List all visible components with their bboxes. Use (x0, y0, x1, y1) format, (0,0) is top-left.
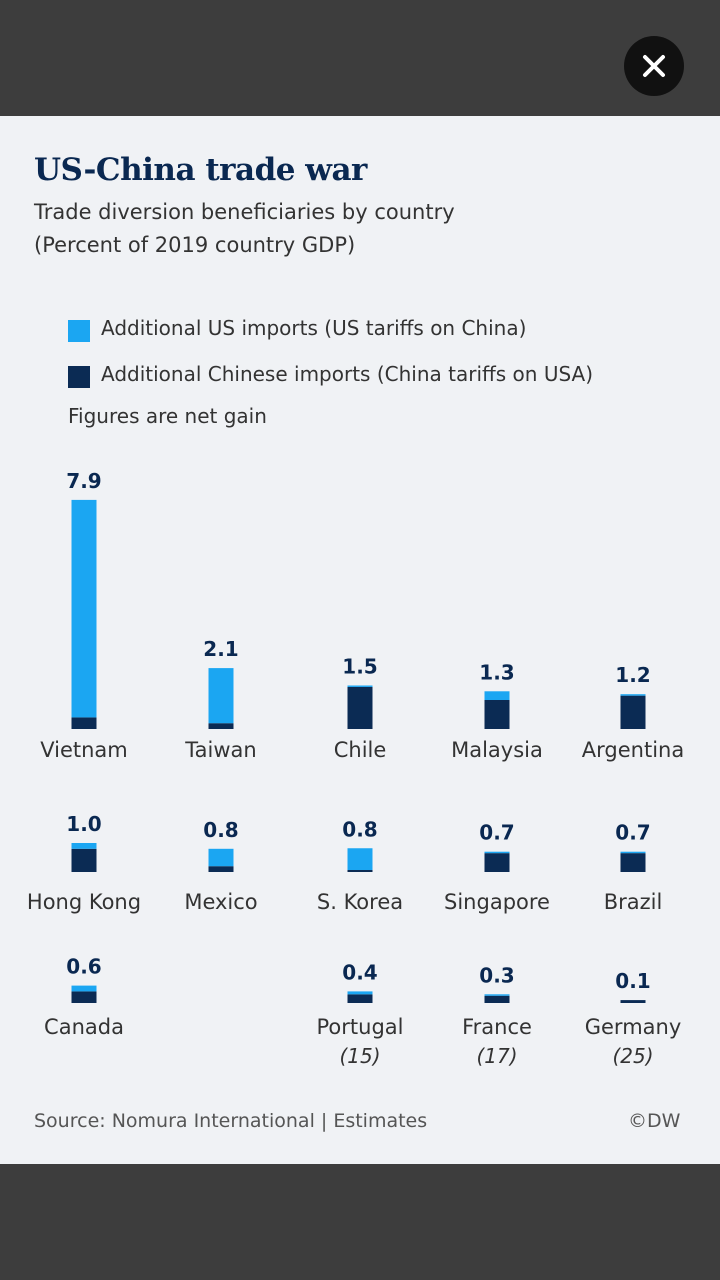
value-label-germany: 0.1 (615, 969, 650, 993)
bar-china-chile (347, 686, 373, 729)
source-note: Source: Nomura International | Estimates (34, 1110, 428, 1132)
value-label-portugal: 0.4 (342, 960, 377, 984)
value-label-singapore: 0.7 (479, 821, 514, 845)
bar-china-argentina (620, 695, 646, 729)
chart-subtitle: Trade diversion beneficiaries by country… (34, 196, 455, 262)
chart-card: US-China trade war Trade diversion benef… (0, 116, 720, 1164)
bar-us-france (484, 994, 510, 996)
category-label-brazil: Brazil (604, 890, 663, 914)
value-label-vietnam: 7.9 (66, 469, 101, 493)
chart-plot: 7.9 Vietnam 2.1 Taiwan 1.5 Chile 1.3 Malaysia 1.… (27, 469, 684, 1068)
category-label-singapore: Singapore (444, 890, 550, 914)
value-label-s-korea: 0.8 (342, 817, 377, 841)
rank-label-germany: (25) (612, 1044, 653, 1068)
category-label-mexico: Mexico (184, 890, 257, 914)
bar-china-hong-kong (71, 848, 97, 872)
category-label-hong-kong: Hong Kong (27, 890, 141, 914)
subtitle-line-2: (Percent of 2019 country GDP) (34, 233, 356, 257)
bottom-bar (0, 1164, 720, 1280)
rank-label-france: (17) (476, 1044, 517, 1068)
bar-us-argentina (620, 694, 646, 696)
bar-china-germany (620, 1000, 646, 1003)
category-label-chile: Chile (334, 738, 387, 762)
close-icon (643, 55, 665, 77)
category-label-s-korea: S. Korea (317, 890, 403, 914)
bar-us-s-korea (347, 848, 373, 870)
legend-swatch-us (68, 320, 90, 342)
legend-label-us: Additional US imports (US tariffs on Chi… (101, 316, 527, 340)
bar-china-singapore (484, 853, 510, 872)
bar-china-s-korea (347, 870, 373, 872)
chart-title: US-China trade war (34, 152, 367, 188)
value-label-taiwan: 2.1 (203, 637, 238, 661)
value-label-mexico: 0.8 (203, 818, 238, 842)
category-label-france: France (462, 1015, 532, 1039)
dw-credit: ©DW (628, 1110, 681, 1132)
bar-us-singapore (484, 851, 510, 854)
bar-china-brazil (620, 853, 646, 872)
value-label-hong-kong: 1.0 (66, 812, 101, 836)
bar-us-malaysia (484, 691, 510, 700)
bar-us-taiwan (208, 668, 234, 724)
category-label-germany: Germany (585, 1015, 682, 1039)
bar-us-chile (347, 685, 373, 687)
bar-us-brazil (620, 851, 646, 854)
value-label-france: 0.3 (479, 963, 514, 987)
rank-label-portugal: (15) (339, 1044, 380, 1068)
bar-us-vietnam (71, 499, 97, 718)
category-label-portugal: Portugal (317, 1015, 404, 1039)
category-label-taiwan: Taiwan (184, 738, 256, 762)
subtitle-line-1: Trade diversion beneficiaries by country (34, 200, 455, 224)
close-button[interactable] (624, 36, 684, 96)
bar-china-canada (71, 991, 97, 1003)
category-label-canada: Canada (44, 1015, 124, 1039)
bar-us-mexico (208, 848, 234, 867)
bar-china-france (484, 995, 510, 1003)
legend-swatch-china (68, 366, 90, 388)
bar-china-malaysia (484, 700, 510, 729)
bar-china-taiwan (208, 723, 234, 729)
bar-us-hong-kong (71, 843, 97, 849)
bar-china-vietnam (71, 717, 97, 729)
value-label-argentina: 1.2 (615, 663, 650, 687)
value-label-chile: 1.5 (342, 655, 377, 679)
bar-china-mexico (208, 866, 234, 872)
bar-us-canada (71, 985, 97, 992)
legend-note: Figures are net gain (68, 404, 267, 428)
category-label-vietnam: Vietnam (40, 738, 128, 762)
bar-us-portugal (347, 991, 373, 995)
bar-china-portugal (347, 994, 373, 1003)
value-label-canada: 0.6 (66, 955, 101, 979)
value-label-brazil: 0.7 (615, 821, 650, 845)
legend-label-china: Additional Chinese imports (China tariff… (101, 362, 594, 386)
value-label-malaysia: 1.3 (479, 660, 514, 684)
category-label-malaysia: Malaysia (451, 738, 543, 762)
category-label-argentina: Argentina (582, 738, 684, 762)
